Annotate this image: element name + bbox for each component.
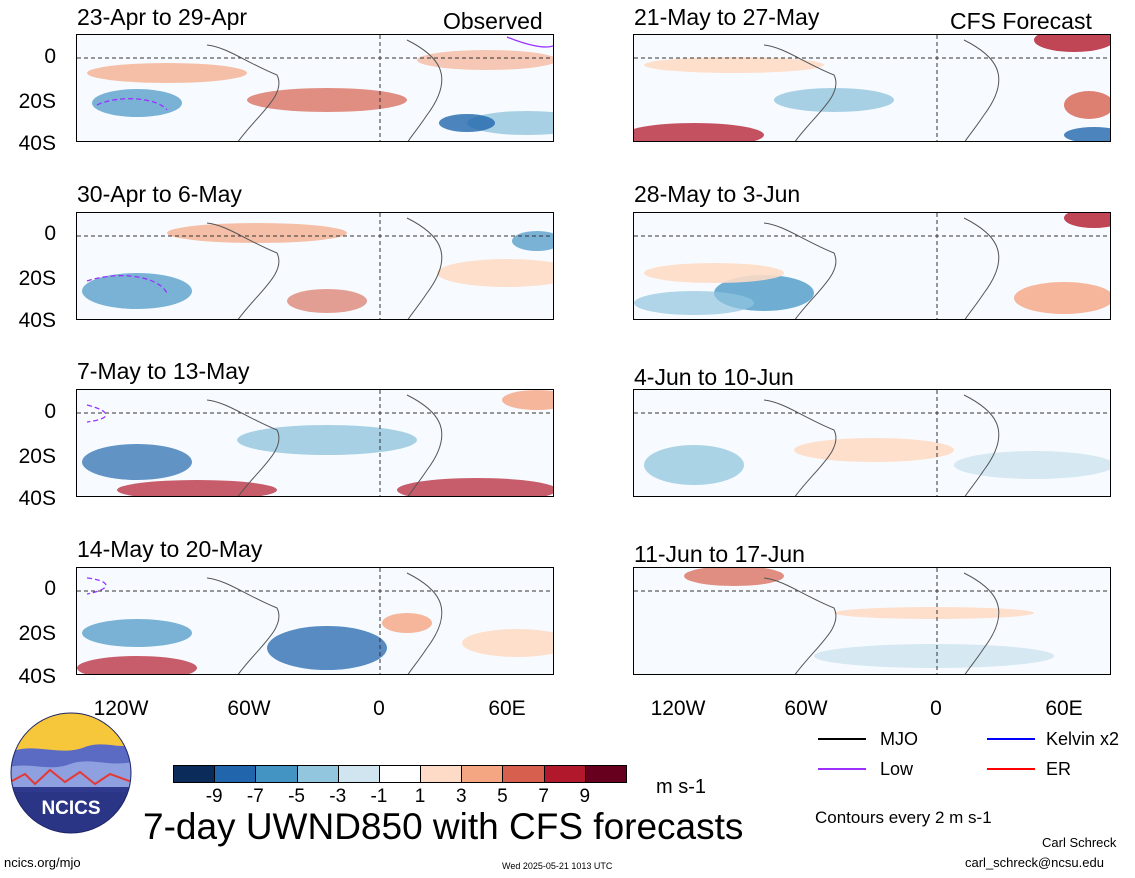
map-panel <box>633 567 1111 675</box>
colorbar-label: -3 <box>329 786 347 807</box>
legend-label-mjo: MJO <box>880 729 918 749</box>
x-tick: 120W <box>650 697 706 720</box>
legend-line-low <box>818 768 866 770</box>
colorbar-label: -1 <box>370 786 388 807</box>
map-panel <box>76 567 554 675</box>
panel-title: 21-May to 27-May <box>634 4 820 30</box>
map-panel <box>633 34 1111 142</box>
y-tick: 0 <box>44 400 56 423</box>
x-tick: 60E <box>1045 697 1083 720</box>
colorbar <box>173 765 627 783</box>
colorbar-label: 3 <box>455 786 467 807</box>
legend-label-er: ER <box>1046 759 1072 779</box>
footer-author: Carl Schreck <box>1042 835 1117 850</box>
colorbar-cell <box>543 765 586 783</box>
x-tick: 120W <box>93 697 149 720</box>
footer-timestamp: Wed 2025-05-21 1013 UTC <box>502 861 613 871</box>
x-tick: 60E <box>488 697 526 720</box>
map-panel <box>76 389 554 497</box>
colorbar-units: m s-1 <box>656 776 706 798</box>
map-panel <box>633 212 1111 320</box>
panel-title: 23-Apr to 29-Apr <box>77 4 248 30</box>
contour-note: Contours every 2 m s-1 <box>815 808 992 827</box>
map-panel <box>76 34 554 142</box>
colorbar-label: -5 <box>288 786 305 807</box>
y-tick: 0 <box>44 222 56 245</box>
colorbar-cell <box>296 765 339 783</box>
panel-title: 11-Jun to 17-Jun <box>634 541 805 567</box>
colorbar-label: 1 <box>414 786 426 807</box>
observed-label: Observed <box>443 8 543 34</box>
panel-title: 30-Apr to 6-May <box>77 181 242 207</box>
colorbar-cell <box>378 765 422 783</box>
panel-title: 4-Jun to 10-Jun <box>634 364 794 390</box>
cfs-forecast-label: CFS Forecast <box>950 8 1092 34</box>
ncics-logo: NCICS <box>10 712 132 834</box>
map-panel <box>633 389 1111 497</box>
y-tick: 20S <box>18 267 56 290</box>
colorbar-cell <box>502 765 545 783</box>
colorbar-cell <box>461 765 504 783</box>
legend-line-mjo <box>818 738 866 740</box>
panel-title: 14-May to 20-May <box>77 536 263 562</box>
colorbar-cell <box>584 765 627 783</box>
y-tick: 40S <box>18 132 56 155</box>
x-tick: 60W <box>227 697 271 720</box>
colorbar-cell <box>337 765 380 783</box>
colorbar-label: 9 <box>579 786 591 807</box>
x-tick: 0 <box>930 697 942 720</box>
colorbar-label: -9 <box>205 786 223 807</box>
legend-label-low: Low <box>880 759 914 779</box>
legend-line-kelvin <box>987 738 1035 740</box>
y-tick: 20S <box>18 622 56 645</box>
colorbar-cell <box>255 765 298 783</box>
y-tick: 40S <box>18 665 56 688</box>
y-tick: 40S <box>18 487 56 510</box>
colorbar-label: -7 <box>246 786 264 807</box>
footer-email: carl_schreck@ncsu.edu <box>965 855 1104 870</box>
x-tick: 0 <box>373 697 385 720</box>
y-tick: 20S <box>18 90 56 113</box>
x-tick: 60W <box>784 697 828 720</box>
legend-label-kelvin: Kelvin x2 <box>1046 729 1120 749</box>
panel-title: 28-May to 3-Jun <box>634 181 801 207</box>
map-panel <box>76 212 554 320</box>
y-tick: 20S <box>18 445 56 468</box>
main-title: 7-day UWND850 with CFS forecasts <box>143 806 744 847</box>
colorbar-cell <box>214 765 257 783</box>
colorbar-cell <box>173 765 216 783</box>
panel-title: 7-May to 13-May <box>77 358 250 384</box>
footer-url: ncics.org/mjo <box>4 855 81 870</box>
legend-line-er <box>987 768 1035 770</box>
y-tick: 40S <box>18 309 56 332</box>
y-tick: 0 <box>44 577 56 600</box>
logo-text: NCICS <box>41 798 100 819</box>
colorbar-label: 7 <box>538 786 549 807</box>
colorbar-cell <box>420 765 463 783</box>
y-tick: 0 <box>44 45 56 68</box>
colorbar-label: 5 <box>497 786 508 807</box>
